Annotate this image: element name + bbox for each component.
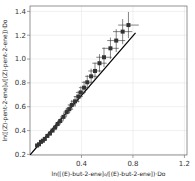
x-tick-label: 0.8 (127, 160, 138, 168)
y-axis-label: ln([(Z)-pent-2-ene]₀/[(Z)-pent-2-ene])·D… (1, 19, 9, 141)
y-tick-label: 0.6 (15, 103, 27, 111)
point (70, 103, 74, 107)
point (58, 119, 62, 123)
point (79, 90, 83, 94)
y-tick (27, 59, 30, 60)
point (89, 74, 93, 78)
point (114, 39, 118, 43)
x-grid-line (184, 6, 185, 155)
y-tick-label: 1.0 (15, 55, 26, 63)
point (67, 107, 71, 111)
point (76, 95, 80, 99)
y-tick-label: 1.2 (15, 32, 26, 40)
axes: 0.4 0.8 1.2 0.2 0.4 0.6 0.8 1.0 1.2 1.4 (15, 6, 190, 168)
x-axis-label: ln([(E)-but-2-ene]₀/[(E)-but-2-ene])·Dᴏ (51, 170, 165, 177)
point (82, 86, 86, 90)
y-tick-label: 1.4 (15, 8, 27, 16)
y-grid-line (30, 35, 187, 36)
chart: 0.4 0.8 1.2 0.2 0.4 0.6 0.8 1.0 1.2 1.4 ln([(E)-bu… (0, 0, 195, 181)
y-tick-label: 0.8 (15, 79, 26, 87)
y-tick-label: 0.2 (15, 151, 26, 159)
reference-line (30, 33, 136, 155)
point (61, 115, 65, 119)
point (97, 61, 101, 65)
x-tick (81, 155, 82, 158)
y-tick (27, 35, 30, 36)
y-tick (27, 106, 30, 107)
x-tick-label: 1.2 (179, 160, 190, 168)
x-grid-line (132, 6, 133, 155)
y-grid-line (30, 82, 187, 83)
y-grid-line (30, 11, 187, 12)
y-tick (27, 11, 30, 12)
y-tick (27, 130, 30, 131)
x-tick-label: 0.4 (76, 160, 88, 168)
x-tick (132, 155, 133, 158)
point (108, 46, 112, 50)
point (121, 30, 125, 34)
point (126, 23, 130, 27)
point (93, 69, 97, 73)
y-grid-line (30, 59, 187, 60)
x-tick (184, 155, 185, 158)
plot-frame (30, 6, 187, 155)
y-tick (27, 82, 30, 83)
y-tick (27, 154, 30, 155)
point (53, 126, 57, 130)
point (85, 80, 89, 84)
point (73, 99, 77, 103)
y-tick-label: 0.4 (15, 127, 27, 135)
plot-area (30, 12, 139, 155)
y-grid-line (30, 106, 187, 107)
point (102, 55, 106, 59)
x-grid-line (81, 6, 82, 155)
